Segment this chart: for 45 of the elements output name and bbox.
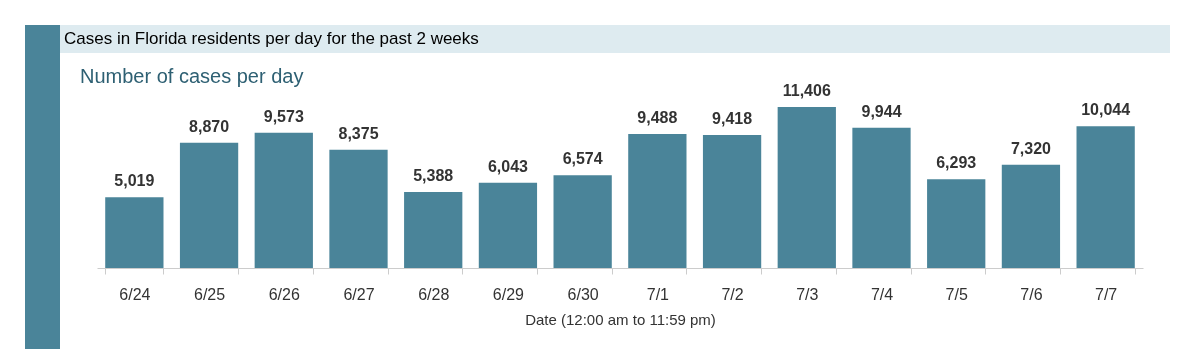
- bar: [852, 127, 911, 268]
- x-tick-label: 7/1: [646, 285, 670, 303]
- data-label: 8,375: [338, 124, 379, 142]
- x-tick-label: 7/2: [721, 285, 744, 303]
- x-tick-label: 6/25: [194, 285, 226, 303]
- bar: [628, 134, 687, 268]
- data-label: 6,043: [487, 157, 529, 175]
- data-label: 5,388: [413, 166, 454, 184]
- bar: [1076, 126, 1135, 268]
- data-label: 9,488: [637, 109, 678, 127]
- data-label: 11,406: [782, 82, 831, 99]
- x-tick-label: 7/7: [1095, 285, 1118, 303]
- bar: [105, 197, 164, 268]
- bar: [179, 142, 239, 268]
- bar: [927, 179, 986, 268]
- data-label: 6,293: [936, 154, 977, 172]
- data-label: 9,573: [263, 107, 304, 125]
- bar: [404, 191, 463, 268]
- x-tick-label: 6/27: [343, 285, 375, 303]
- data-label: 9,418: [712, 110, 753, 128]
- bar: [777, 107, 836, 268]
- x-axis-title: Date (12:00 am to 11:59 pm): [525, 310, 716, 328]
- x-tick-label: 6/26: [268, 285, 300, 303]
- x-tick-label: 6/30: [567, 285, 599, 303]
- bar: [702, 135, 762, 268]
- data-label: 5,019: [114, 172, 155, 190]
- data-label: 7,320: [1010, 139, 1052, 157]
- chart-title: Cases in Florida residents per day for the past 2 weeks: [60, 25, 1170, 53]
- x-tick-label: 7/5: [945, 285, 968, 303]
- x-tick-label: 6/29: [492, 285, 525, 303]
- x-tick-label: 7/3: [796, 285, 819, 303]
- x-tick-label: 6/28: [418, 285, 450, 303]
- data-label: 6,574: [562, 150, 603, 168]
- x-tick-label: 6/24: [119, 285, 151, 303]
- x-tick-label: 7/6: [1020, 285, 1043, 303]
- bar: [1001, 164, 1061, 268]
- chart-subtitle: Number of cases per day: [80, 65, 304, 87]
- bar: [329, 149, 388, 268]
- data-label: 8,870: [189, 117, 230, 135]
- data-label: 9,944: [861, 102, 902, 120]
- bar: [553, 175, 612, 268]
- bar: [254, 132, 313, 268]
- x-tick-label: 7/4: [870, 285, 894, 303]
- bar: [478, 182, 538, 268]
- data-label: 10,044: [1081, 101, 1131, 119]
